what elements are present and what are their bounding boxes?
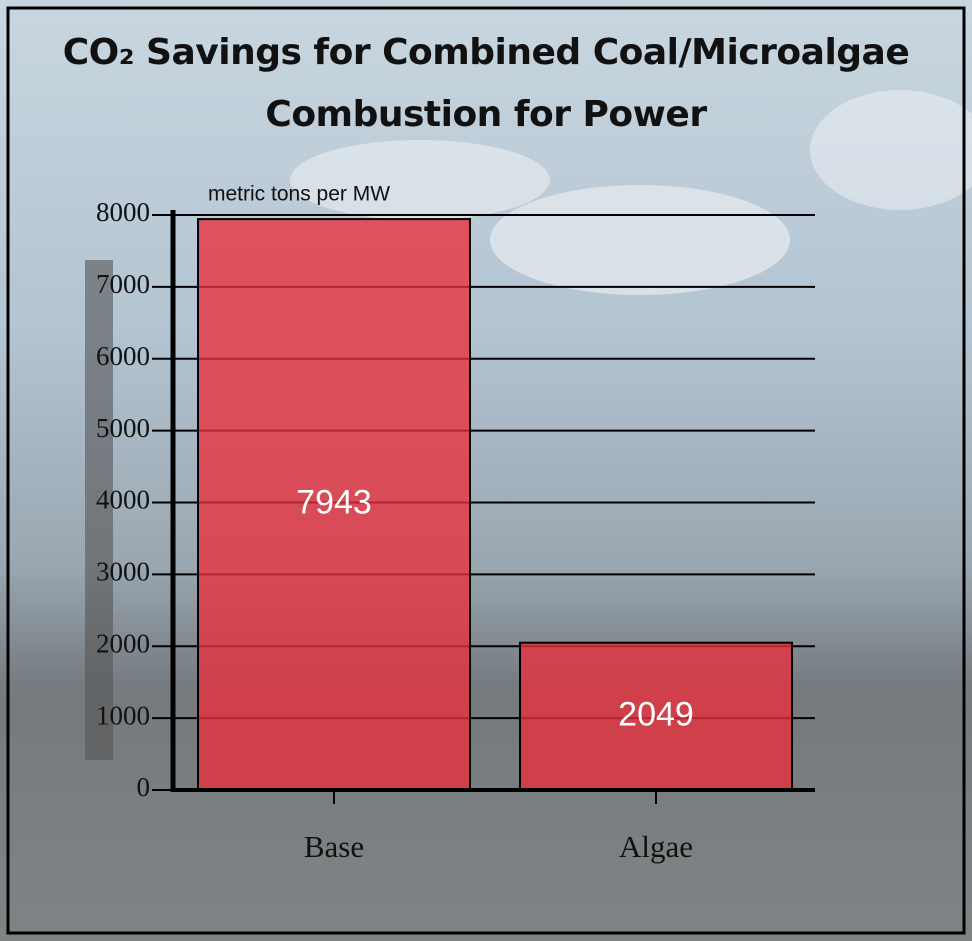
y-tick-label: 1000 xyxy=(96,700,150,730)
y-tick-label: 7000 xyxy=(96,269,150,299)
y-tick-label: 3000 xyxy=(96,557,150,587)
bar xyxy=(197,218,471,792)
y-tick-label: 4000 xyxy=(96,485,150,515)
y-tick-label: 5000 xyxy=(96,413,150,443)
x-tick-label: Algae xyxy=(619,829,693,864)
ground xyxy=(0,690,972,941)
chart-title: CO₂ Savings for Combined Coal/Microalgae… xyxy=(62,32,910,135)
y-tick-label: 8000 xyxy=(96,197,150,227)
y-tick-label: 6000 xyxy=(96,341,150,371)
frame xyxy=(6,6,966,935)
cloud xyxy=(810,90,972,210)
x-tick-label: Base xyxy=(304,829,364,864)
smokestack xyxy=(85,260,113,760)
cloud xyxy=(490,185,790,295)
y-axis-label: metric tons per MW xyxy=(208,183,390,206)
cloud xyxy=(290,140,550,220)
data-label: 2049 xyxy=(618,695,694,733)
y-tick-label: 0 xyxy=(137,772,151,802)
bar xyxy=(519,641,793,792)
y-tick-label: 2000 xyxy=(96,628,150,658)
data-label: 7943 xyxy=(296,484,372,522)
